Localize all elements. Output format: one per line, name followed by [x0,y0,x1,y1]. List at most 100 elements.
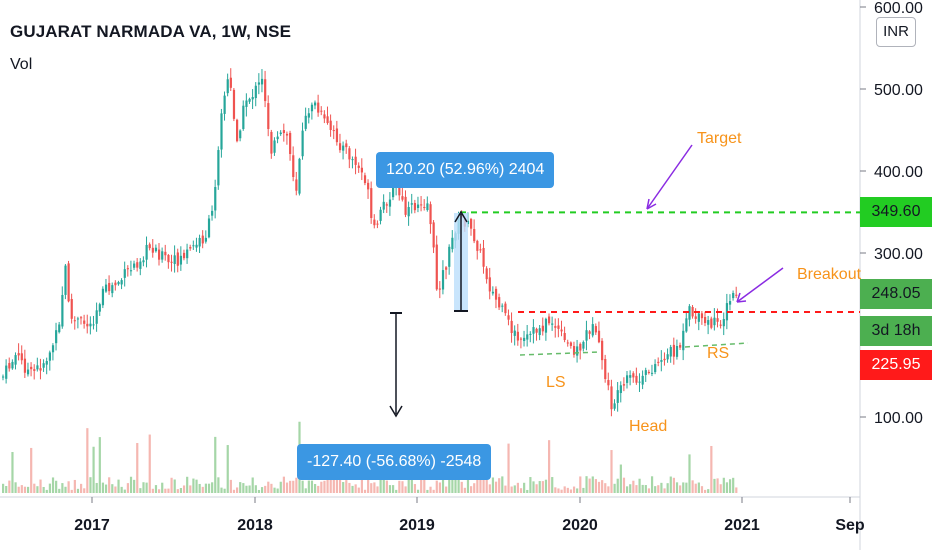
candle-body [510,320,513,333]
volume-bar [626,486,629,493]
volume-bar [557,488,560,493]
time-axis-label: 2017 [74,517,110,534]
candle-body [370,188,373,218]
price-axis[interactable]: 600.00 500.00 400.00 300.00 100.00 [860,0,923,427]
volume-bar [42,486,45,493]
candle-body [385,204,388,206]
volume-bar [164,488,167,493]
volume-bar [198,483,201,493]
volume-bar [370,483,373,493]
candle-body [170,261,173,263]
candle-body [516,331,519,341]
measure-up-label[interactable]: 120.20 (52.96%) 2404 [376,152,555,188]
candle-body [338,143,342,151]
volume-bar [86,428,89,493]
volume-bar [236,487,239,493]
volume-bar [660,482,663,493]
volume-bar [89,477,92,493]
measure-down-label[interactable]: -127.40 (-56.68%) -2548 [297,444,492,480]
volume-bar [108,477,111,493]
volume-bar [161,482,164,493]
measure-down-arrowhead [389,405,403,418]
volume-bar [388,485,392,493]
candle-body [248,98,251,102]
volume-bar [707,489,710,493]
volume-bar [585,476,588,493]
candle-body [529,333,532,335]
candle-body [264,79,267,102]
candle-body [254,85,257,99]
volume-bar [732,477,735,493]
volume-bar [728,479,732,493]
candle-body [120,280,123,285]
time-axis-label: 2019 [399,517,435,534]
volume-bar [482,479,485,493]
volume-bar [529,477,532,493]
volume-bar [597,481,601,493]
candle-body [136,262,139,268]
candle-body [735,294,738,296]
breakout-annotation: Breakout [797,266,862,283]
candle-body [83,320,86,324]
volume-bar [616,478,619,493]
candle-body [685,318,688,332]
candle-body [323,114,326,119]
currency-button[interactable]: INR [876,17,916,47]
candle-body [220,113,223,150]
candle-body [236,119,239,142]
candle-body [710,318,713,328]
volume-bar [438,482,441,493]
volume-bar [260,487,264,493]
candle-body [388,199,392,207]
candle-body [470,218,473,229]
time-axis-label: 2021 [724,517,760,534]
volume-bar [672,477,675,493]
volume-bar [310,480,314,493]
volume-bar [223,488,226,493]
volume-bar [429,486,432,493]
candle-body [657,361,660,363]
volume-bar [445,486,448,493]
volume-bar [201,486,204,493]
volume-bar [80,483,83,493]
volume-bar [451,478,454,493]
candle-body [30,366,33,370]
candle-body [541,325,544,332]
volume-bar [11,452,14,493]
volume-bar [622,477,626,493]
volume-bar [158,489,161,493]
volume-bar [588,478,591,493]
candle-body [192,245,195,247]
candle-body [164,251,167,256]
volume-bar [36,486,39,493]
volume-bar [323,480,326,493]
volume-bar [710,445,713,493]
candle-body [282,130,285,134]
volume-bar [535,484,538,493]
volume-bar [591,476,594,493]
candle-body [704,317,707,324]
candle-body [572,346,576,355]
volume-bar [117,479,120,493]
candle-body [513,330,516,336]
volume-bar [179,487,183,493]
volume-bar [285,482,289,493]
volume-bar [204,483,207,493]
volume-bar [51,477,55,493]
time-axis[interactable]: 2017 2018 2019 2020 2021 Sep [74,497,865,534]
candle-body [641,375,644,385]
candle-body [379,209,382,221]
candle-body [498,297,501,308]
candle-body [139,261,142,269]
volume-bar [139,488,142,493]
candle-body [382,201,385,210]
ls-support-line [519,351,601,356]
volume-bar [594,479,597,493]
candle-body [226,79,229,94]
volume-bar [519,488,523,493]
volume-bar [229,479,232,493]
candle-body [11,361,14,369]
volume-bar [663,488,666,493]
candle-body [401,196,404,200]
